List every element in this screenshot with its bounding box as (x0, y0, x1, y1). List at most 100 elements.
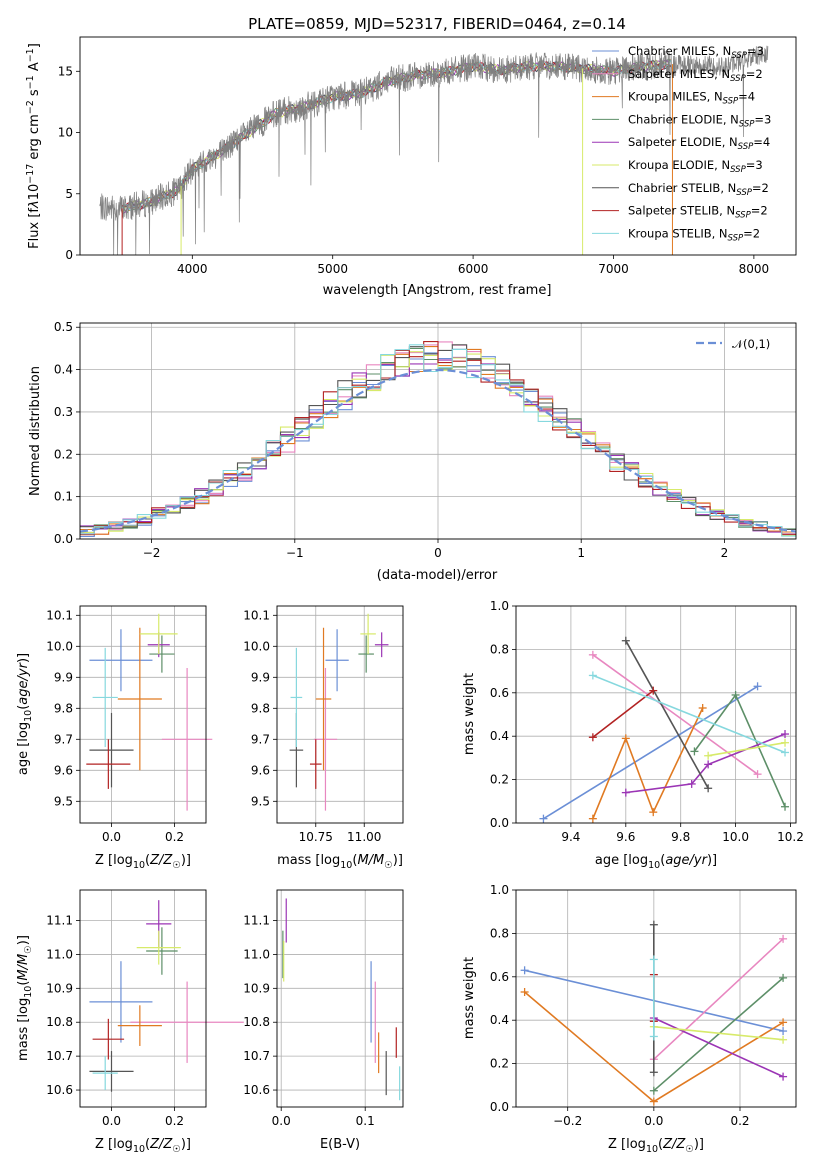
plot-area (282, 898, 401, 1101)
legend-label: Kroupa ELODIE, NSSP=3 (628, 158, 763, 175)
legend-sub: SSP (739, 119, 755, 129)
errorbar-salpeter-stelib (92, 1018, 125, 1060)
y-tick-label: 1.0 (490, 599, 509, 613)
plot-area (89, 900, 244, 1092)
y-tick-label: 0.8 (490, 926, 509, 940)
series-salpeter-miles (588, 650, 762, 779)
x-tick-label: 2 (721, 546, 729, 560)
errorbar-kroupa-elodie (360, 613, 376, 655)
legend-tail: =4 (738, 90, 755, 104)
series-line (543, 685, 759, 820)
errorbar-kroupa-elodie (136, 930, 181, 965)
series-line (653, 1017, 784, 1078)
errorbar-kroupa-miles (117, 627, 162, 771)
x-tick-label: 0.0 (102, 1114, 121, 1128)
y-tick-label: 9.6 (251, 763, 270, 777)
label-part: ] (27, 43, 42, 48)
y-tick-label: 0.6 (490, 970, 509, 984)
x-tick-label: 6000 (458, 262, 489, 276)
series-line (592, 689, 654, 738)
errorbar-chabrier-miles (89, 629, 153, 692)
legend-text: Salpeter MILES, N (628, 67, 730, 81)
y-tick-label: 9.5 (251, 794, 270, 808)
label-part: ( (16, 981, 31, 986)
label-part: −1 (25, 48, 36, 62)
mass_vs_Z-panel: 0.0 0.2 10.6 10.7 10.8 10.9 11.0 11.1 (46, 889, 244, 1128)
y-tick-label: 10.8 (46, 1015, 73, 1029)
label-part: ( (660, 853, 665, 868)
label-part: ☉ (685, 1144, 694, 1155)
label-part: Z [log (95, 1137, 133, 1152)
y-tick-label: 0.2 (490, 1057, 509, 1071)
x-tick-label: 9.4 (561, 830, 580, 844)
legend-tail: =2 (743, 226, 760, 240)
spectrum-panel: 4000 5000 6000 7000 8000 0 5 10 15 Chabrier MILES… (58, 36, 797, 276)
label-part: 10 (648, 860, 660, 871)
label-part: 10 (23, 710, 34, 722)
axes-frame (515, 889, 797, 1108)
errorbar-salpeter-stelib (86, 739, 131, 789)
y-tick-label: 10 (58, 126, 73, 140)
label-part: ☉ (384, 860, 393, 871)
label-part: M/M (357, 853, 384, 868)
legend-text: Salpeter STELIB, N (628, 204, 735, 218)
y-tick-label: 0 (65, 248, 73, 262)
weight-vs-age-ylabel: mass weight (462, 673, 477, 755)
label-part: −2 (25, 100, 36, 114)
y-tick-label: 10.7 (46, 1049, 73, 1063)
axes-frame (276, 889, 404, 1108)
normal-curve (79, 368, 797, 533)
x-tick-label: 9.8 (671, 830, 690, 844)
label-part: Z [log (95, 853, 133, 868)
label-part: )] (694, 1137, 704, 1152)
x-tick-label: 0.0 (272, 1114, 291, 1128)
y-tick-label: 0.5 (54, 320, 73, 334)
label-part: ( (352, 853, 357, 868)
x-tick-label: 5000 (317, 262, 348, 276)
label-part: )] (181, 1137, 191, 1152)
legend-text: Chabrier STELIB, N (628, 181, 736, 195)
series-line (708, 741, 786, 757)
errorbar-chabrier-stelib (89, 1051, 134, 1092)
series-line (625, 640, 709, 789)
label-part: 10 (27, 184, 42, 201)
weight-vs-Z-ylabel: mass weight (462, 957, 477, 1039)
weight_vs_age-panel: 9.4 9.6 9.8 10.0 10.2 0.0 0.2 0.4 0.6 0.8 1.0 (490, 599, 804, 844)
y-tick-label: 11.0 (243, 947, 270, 961)
x-tick-label: −2 (143, 546, 161, 560)
y-tick-label: 10.7 (243, 1049, 270, 1063)
legend-tail: =2 (752, 181, 769, 195)
label-part: ( (16, 705, 31, 710)
label-part: erg cm (27, 114, 42, 163)
label-part: mass [log (16, 998, 31, 1061)
label-part: 10 (133, 860, 145, 871)
label-part: −1 (25, 75, 36, 89)
legend-sub: SSP (723, 97, 739, 107)
series-kroupa-miles (588, 703, 707, 823)
legend-sub: SSP (738, 142, 754, 152)
legend-text: Kroupa STELIB, N (628, 226, 728, 240)
y-tick-label: 10.1 (46, 608, 73, 622)
y-tick-label: 10.6 (46, 1083, 73, 1097)
x-tick-label: 0.0 (644, 1114, 663, 1128)
x-tick-label: 0 (434, 546, 442, 560)
label-part: 10 (133, 1144, 145, 1155)
mass-vs-Z-xlabel: Z [log10(Z/Z☉)] (95, 1137, 191, 1155)
y-tick-label: 9.9 (54, 670, 73, 684)
errorbar-salpeter-miles (130, 981, 244, 1063)
series-line (592, 707, 704, 820)
errorbar-kroupa-stelib (92, 1056, 118, 1091)
y-tick-label: 9.5 (54, 794, 73, 808)
y-tick-label: 0.0 (490, 1100, 509, 1114)
label-part: age/yr (665, 853, 708, 868)
y-tick-label: 15 (58, 64, 73, 78)
legend-sub: SSP (728, 233, 744, 243)
series-kroupa-elodie (704, 738, 790, 760)
label-part: age/yr (16, 661, 31, 704)
label-part: ( (145, 1137, 150, 1152)
label-part: ☉ (172, 1144, 181, 1155)
plot-area (520, 920, 788, 1106)
age_vs_mass-panel: 10.75 11.00 9.5 9.6 9.7 9.8 9.9 10.0 10.1 (243, 605, 404, 844)
age-vs-Z-ylabel: age [log10(age/yr)] (16, 653, 34, 775)
